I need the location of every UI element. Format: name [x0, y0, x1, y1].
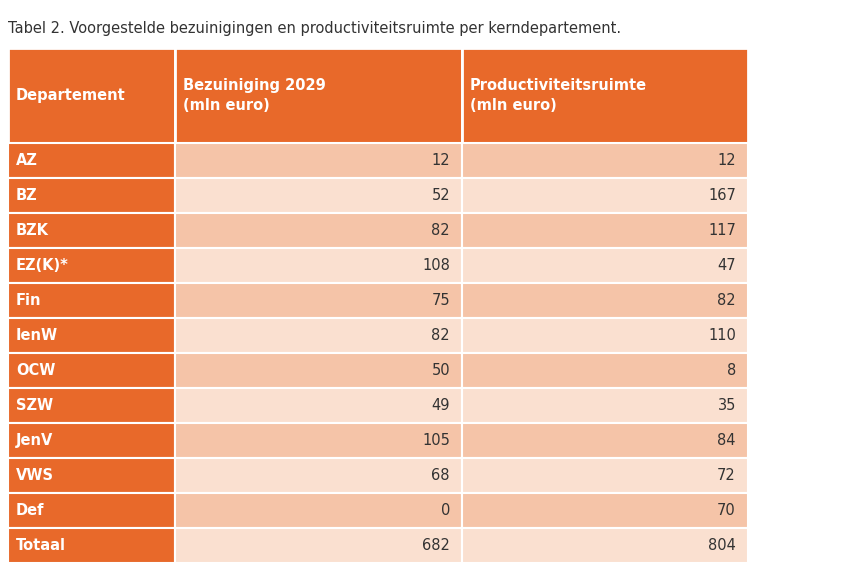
Bar: [8, 178, 175, 213]
Text: 682: 682: [422, 538, 450, 553]
Bar: [462, 318, 747, 353]
Text: SZW: SZW: [16, 398, 53, 413]
Text: 117: 117: [707, 223, 735, 238]
Text: 12: 12: [431, 153, 450, 168]
Text: Totaal: Totaal: [16, 538, 66, 553]
Text: VWS: VWS: [16, 468, 54, 483]
Bar: [8, 48, 175, 143]
Bar: [8, 423, 175, 458]
Text: BZK: BZK: [16, 223, 49, 238]
Bar: [175, 248, 462, 283]
Text: 70: 70: [717, 503, 735, 518]
Text: 82: 82: [431, 328, 450, 343]
Bar: [175, 423, 462, 458]
Bar: [462, 388, 747, 423]
Bar: [175, 283, 462, 318]
Text: BZ: BZ: [16, 188, 37, 203]
Bar: [8, 283, 175, 318]
Bar: [8, 143, 175, 178]
Bar: [8, 528, 175, 563]
Bar: [8, 353, 175, 388]
Text: 35: 35: [717, 398, 735, 413]
Text: 50: 50: [431, 363, 450, 378]
Text: Bezuiniging 2029
(mln euro): Bezuiniging 2029 (mln euro): [183, 78, 325, 113]
Bar: [462, 48, 747, 143]
Bar: [8, 318, 175, 353]
Text: 72: 72: [717, 468, 735, 483]
Bar: [175, 143, 462, 178]
Bar: [8, 388, 175, 423]
Text: Productiviteitsruimte
(mln euro): Productiviteitsruimte (mln euro): [469, 78, 647, 113]
Bar: [8, 248, 175, 283]
Text: JenV: JenV: [16, 433, 54, 448]
Text: Departement: Departement: [16, 88, 125, 103]
Bar: [462, 213, 747, 248]
Text: Def: Def: [16, 503, 44, 518]
Text: 49: 49: [431, 398, 450, 413]
Text: 12: 12: [717, 153, 735, 168]
Bar: [8, 458, 175, 493]
Bar: [462, 283, 747, 318]
Bar: [8, 213, 175, 248]
Bar: [175, 178, 462, 213]
Bar: [462, 353, 747, 388]
Text: 84: 84: [717, 433, 735, 448]
Bar: [175, 48, 462, 143]
Text: 75: 75: [431, 293, 450, 308]
Text: 82: 82: [431, 223, 450, 238]
Text: OCW: OCW: [16, 363, 55, 378]
Bar: [175, 213, 462, 248]
Bar: [175, 493, 462, 528]
Text: IenW: IenW: [16, 328, 58, 343]
Bar: [175, 318, 462, 353]
Text: Tabel 2. Voorgestelde bezuinigingen en productiviteitsruimte per kerndepartement: Tabel 2. Voorgestelde bezuinigingen en p…: [8, 21, 620, 35]
Text: EZ(K)*: EZ(K)*: [16, 258, 69, 273]
Text: 52: 52: [431, 188, 450, 203]
Text: 47: 47: [717, 258, 735, 273]
Bar: [175, 458, 462, 493]
Text: 804: 804: [707, 538, 735, 553]
Bar: [175, 388, 462, 423]
Text: 167: 167: [707, 188, 735, 203]
Bar: [462, 528, 747, 563]
Bar: [462, 493, 747, 528]
Text: Fin: Fin: [16, 293, 42, 308]
Bar: [462, 458, 747, 493]
Bar: [462, 248, 747, 283]
Text: 0: 0: [440, 503, 450, 518]
Bar: [462, 143, 747, 178]
Bar: [175, 528, 462, 563]
Text: 110: 110: [707, 328, 735, 343]
Text: 108: 108: [422, 258, 450, 273]
Text: 82: 82: [717, 293, 735, 308]
Bar: [8, 493, 175, 528]
Bar: [175, 353, 462, 388]
Text: AZ: AZ: [16, 153, 37, 168]
Text: 105: 105: [422, 433, 450, 448]
Bar: [462, 178, 747, 213]
Text: 68: 68: [431, 468, 450, 483]
Text: 8: 8: [726, 363, 735, 378]
Bar: [462, 423, 747, 458]
